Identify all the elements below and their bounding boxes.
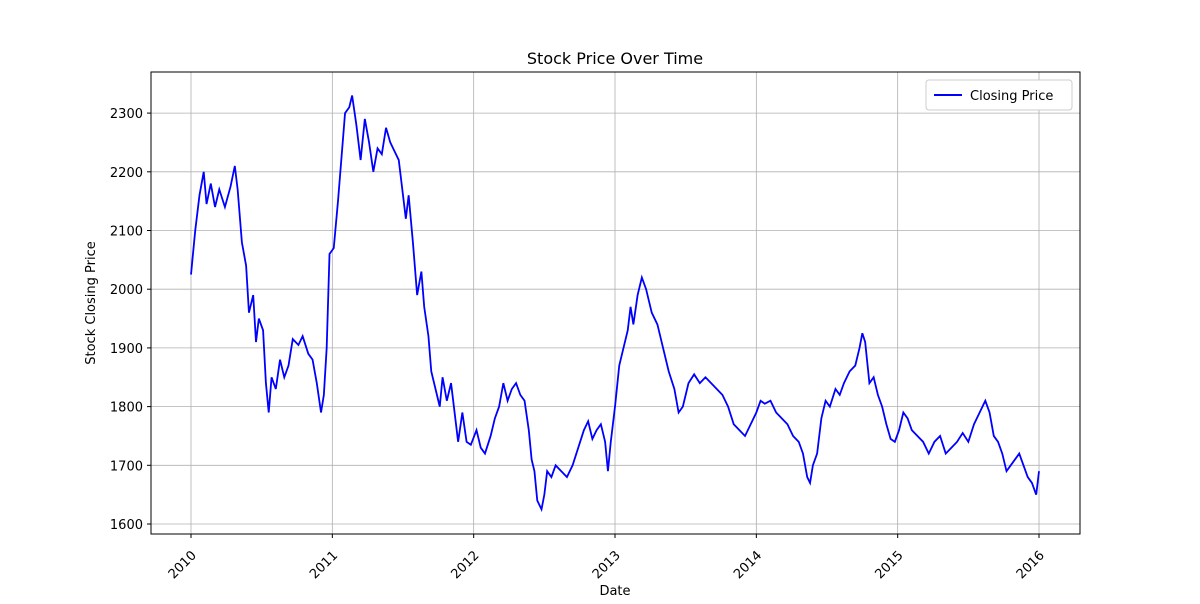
y-tick-label: 1700 (110, 459, 143, 474)
x-tick-label: 2015 (872, 548, 906, 582)
x-axis-label: Date (599, 584, 630, 599)
y-axis-label: Stock Closing Price (84, 241, 99, 364)
y-tick-label: 2000 (110, 283, 143, 298)
y-tick-label: 2200 (110, 166, 143, 181)
y-tick-label: 1600 (110, 518, 143, 533)
x-tick-label: 2013 (590, 548, 624, 582)
price-line (190, 95, 1040, 513)
x-tick-label: 2010 (166, 548, 200, 582)
legend-label: Closing Price (970, 89, 1053, 104)
y-tick-label: 1800 (110, 401, 143, 416)
x-tick-label: 2012 (448, 548, 482, 582)
chart-title: Stock Price Over Time (527, 49, 703, 68)
legend-box (925, 79, 1073, 111)
y-tick-label: 2300 (110, 107, 143, 122)
y-tick-label: 2100 (110, 225, 143, 240)
x-tick-label: 2014 (731, 548, 765, 582)
y-tick-label: 1900 (110, 342, 143, 357)
x-tick-label: 2016 (1014, 548, 1048, 582)
x-tick-label: 2011 (307, 548, 341, 582)
plot-frame (150, 71, 1081, 535)
